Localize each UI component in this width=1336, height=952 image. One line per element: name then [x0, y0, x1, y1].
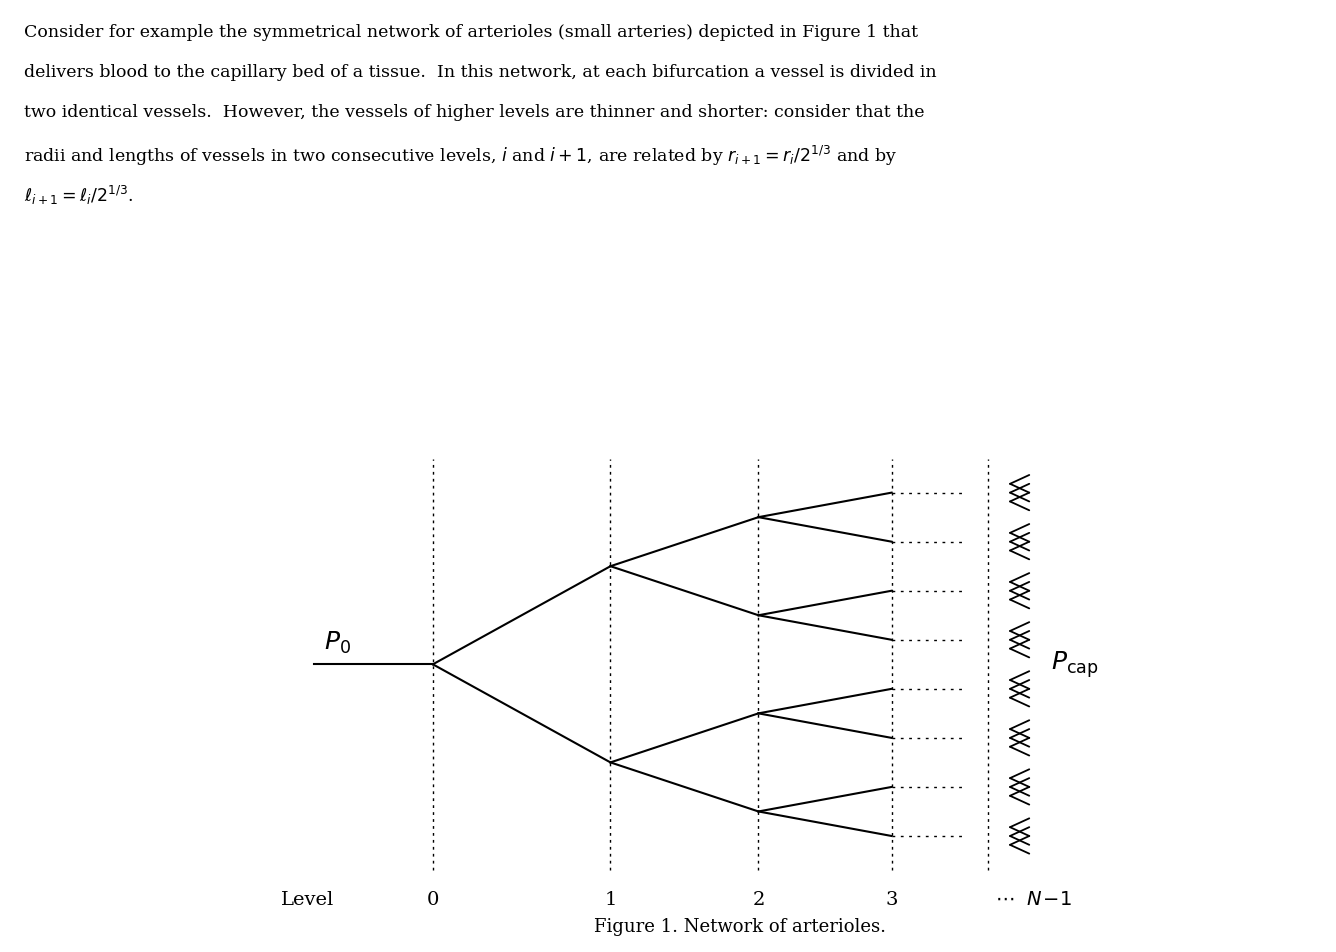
- Text: Consider for example the symmetrical network of arterioles (small arteries) depi: Consider for example the symmetrical net…: [24, 24, 918, 41]
- Text: $\ell_{i+1} = \ell_i/2^{1/3}$.: $\ell_{i+1} = \ell_i/2^{1/3}$.: [24, 184, 134, 207]
- Text: radii and lengths of vessels in two consecutive levels, $i$ and $i + 1$, are rel: radii and lengths of vessels in two cons…: [24, 144, 898, 168]
- Text: 0: 0: [426, 891, 440, 909]
- Text: 3: 3: [886, 891, 898, 909]
- Text: delivers blood to the capillary bed of a tissue.  In this network, at each bifur: delivers blood to the capillary bed of a…: [24, 64, 937, 81]
- Text: two identical vessels.  However, the vessels of higher levels are thinner and sh: two identical vessels. However, the vess…: [24, 104, 925, 121]
- Text: $P_\mathrm{cap}$: $P_\mathrm{cap}$: [1051, 649, 1100, 680]
- Text: Level: Level: [281, 891, 334, 909]
- Text: Figure 1. Network of arterioles.: Figure 1. Network of arterioles.: [595, 918, 886, 936]
- Text: 2: 2: [752, 891, 764, 909]
- Text: $P_0$: $P_0$: [325, 630, 351, 656]
- Text: $\cdots$  $N\!-\!1$: $\cdots$ $N\!-\!1$: [995, 891, 1071, 909]
- Text: 1: 1: [604, 891, 617, 909]
